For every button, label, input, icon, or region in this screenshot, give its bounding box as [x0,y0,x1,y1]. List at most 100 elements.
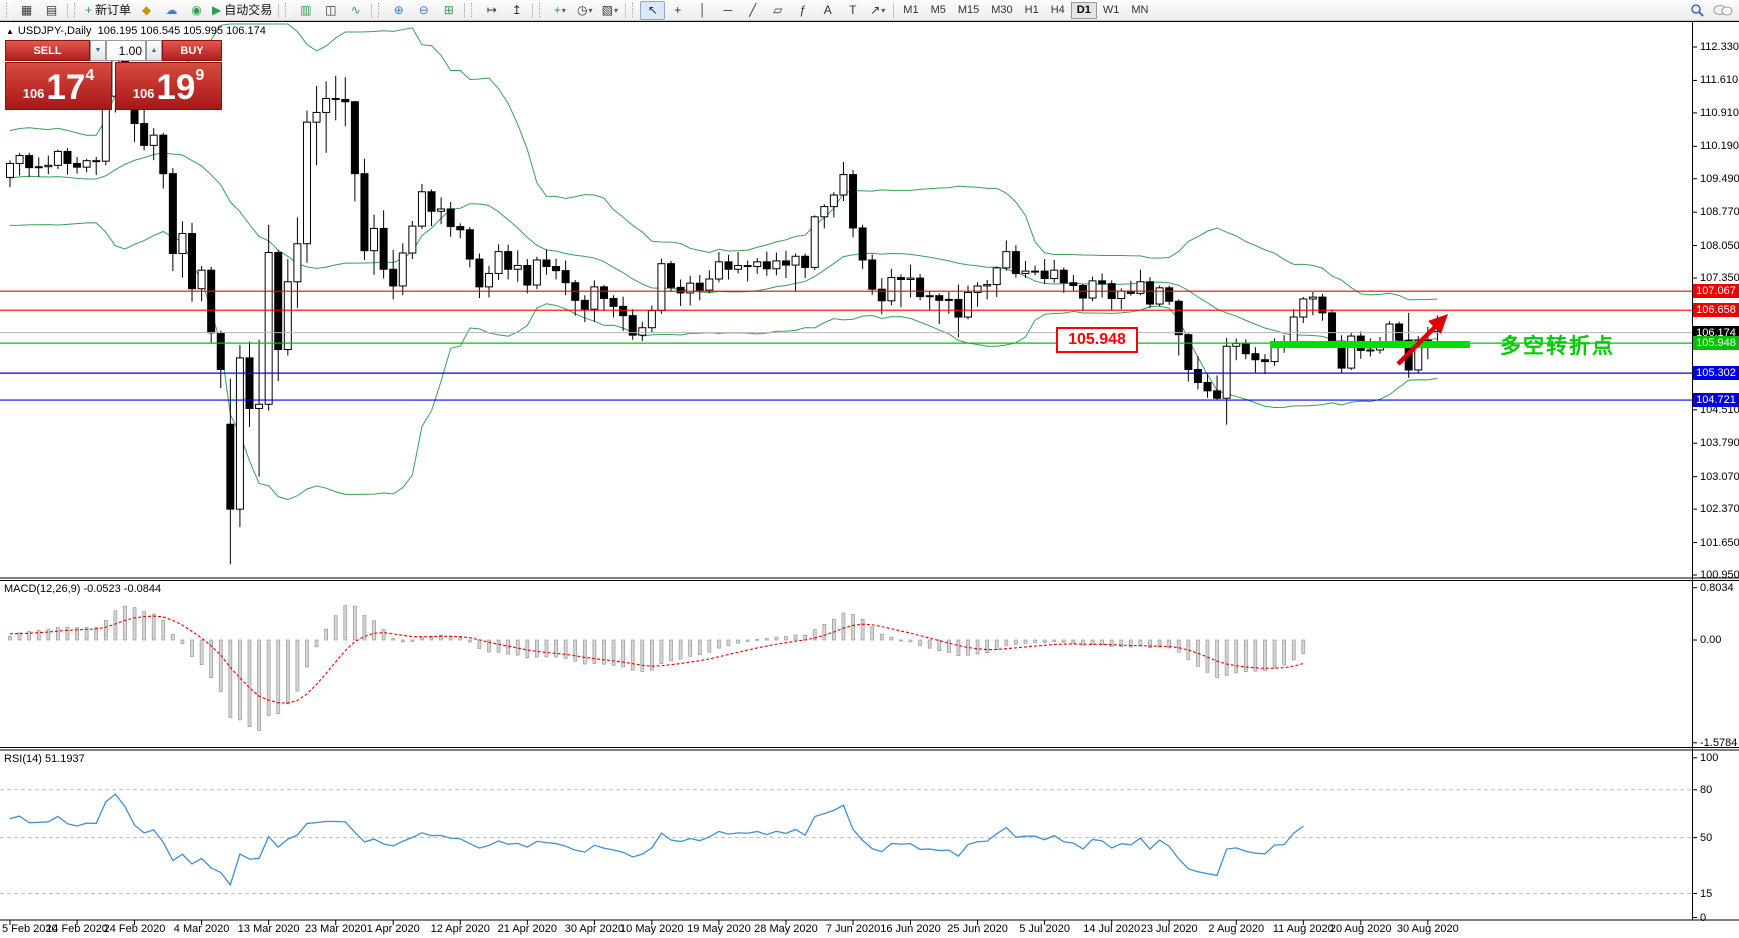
cursor-icon[interactable]: ↖ [640,0,666,20]
chart-window-icon[interactable]: ▦ [14,1,39,20]
volume-input[interactable]: 1.00 [106,40,146,61]
sell-price-box[interactable]: 106 17 4 [5,62,112,110]
date-tick-label: 11 Aug 2020 [1272,923,1334,935]
date-tick-label: 19 May 2020 [687,923,751,935]
text-label-icon[interactable]: T [840,1,865,20]
auto-scroll-icon[interactable]: ↦ [479,1,504,20]
periods-icon[interactable]: ◷ ▾ [572,1,597,20]
community-icon[interactable]: ☁ [159,1,184,20]
price-tick-label: 102.370 [1700,503,1739,516]
chart-bars-icon: ▥ [300,2,312,17]
price-tick-label: 103.790 [1700,437,1739,450]
text-label-icon: T [849,2,857,17]
chart-title: ▲ USDJPY-,Daily 106.195 106.545 105.995 1… [6,25,266,37]
timeframe-m1-button[interactable]: M1 [903,3,919,16]
indicators-add-dropdown-caret[interactable]: ▾ [561,5,566,15]
toolbar-separator [464,2,466,18]
chart-candles-icon: ◫ [325,2,337,17]
timeframe-mn-button[interactable]: MN [1131,3,1149,16]
date-tick-label: 23 Jul 2020 [1140,923,1198,935]
turning-point-label[interactable]: 多空转折点 [1500,335,1615,358]
date-tick-label: 10 May 2020 [620,923,684,935]
terminal-icon[interactable]: ◆ [134,1,159,20]
rsi-tick-label: 50 [1700,831,1713,844]
search-icon[interactable] [1690,3,1705,18]
sell-price-main: 17 [46,68,86,107]
vertical-line-icon[interactable]: │ [690,1,715,20]
new-order-button[interactable]: + 新订单 [82,1,134,20]
tile-windows-icon[interactable]: ⊞ [436,1,461,20]
indicators-add-icon: + [553,2,561,17]
price-callout-105948[interactable]: 105.948 [1056,327,1138,353]
autotrading-button[interactable]: ▶ 自动交易 [209,1,275,20]
date-tick-label: 4 Mar 2020 [173,923,230,935]
buy-price-box[interactable]: 106 19 9 [115,62,222,110]
timeframe-m30-button[interactable]: M30 [991,3,1013,16]
sell-button[interactable]: SELL [5,40,90,61]
rsi-indicator-label: RSI(14) 51.1937 [4,753,85,765]
toolbar-grip [6,3,11,17]
price-tick-label: 111.610 [1700,74,1739,87]
community-icon: ☁ [165,2,178,17]
templates-dropdown-caret[interactable]: ▾ [613,5,618,15]
arrows-dropdown-caret[interactable]: ▾ [881,5,886,15]
chart-line-icon: ∿ [350,2,361,17]
trade-panel-prices: 106 17 4 106 19 9 [5,62,222,110]
date-tick-label: 14 Feb 2020 [46,923,108,935]
date-tick-label: 1 Apr 2020 [366,923,420,935]
terminal-icon: ◆ [141,2,152,17]
buy-button[interactable]: BUY [162,40,222,61]
zoom-out-icon[interactable]: ⊖ [411,1,436,20]
crosshair-icon[interactable]: + [665,1,690,20]
sell-price-prefix: 106 [22,86,45,101]
chat-icon[interactable] [1713,3,1733,18]
equidistant-channel-icon[interactable]: ▱ [765,1,790,20]
chart-symbol-period: USDJPY-,Daily [17,25,92,37]
volume-decrease-button[interactable]: ▼ [90,40,106,61]
price-tick-label: 103.070 [1700,470,1739,483]
chart-shift-icon[interactable]: ↥ [504,1,529,20]
periods-dropdown-caret[interactable]: ▾ [588,5,593,15]
collapse-triangle-icon[interactable]: ▲ [6,27,14,36]
price-tick-label: 112.330 [1700,41,1739,53]
date-tick-label: 5 Feb 2020 [2,923,58,935]
price-level-box: 105.302 [1693,366,1739,381]
price-tick-label: 108.050 [1700,239,1739,252]
zoom-in-icon: ⊕ [393,2,404,17]
toolbar-grip [285,3,291,17]
date-tick-label: 13 Mar 2020 [237,923,300,935]
zoom-in-icon[interactable]: ⊕ [386,1,411,20]
toolbar-grip [632,3,638,17]
trade-panel-controls: SELL ▼ 1.00 ▲ BUY [5,40,222,61]
signals-icon[interactable]: ◉ [184,1,209,20]
date-tick-label: 20 Aug 2020 [1329,923,1392,935]
trendline-icon[interactable]: ╱ [740,1,765,20]
profiles-icon[interactable]: ▤ [39,1,64,20]
date-tick-label: 23 Mar 2020 [304,923,367,935]
macd-indicator-label: MACD(12,26,9) -0.0523 -0.0844 [4,583,162,595]
arrows-icon[interactable]: ↗ ▾ [865,1,890,20]
chart-line-icon[interactable]: ∿ [343,1,368,20]
chart-bars-icon[interactable]: ▥ [293,1,318,20]
timeframe-w1-button[interactable]: W1 [1102,3,1120,16]
sell-price-sup: 4 [85,67,95,84]
chart-candles-icon[interactable]: ◫ [318,1,343,20]
indicators-add-icon[interactable]: + ▾ [547,1,572,20]
tile-windows-icon: ⊞ [443,2,454,17]
horizontal-line-icon[interactable]: ─ [715,1,740,20]
timeframe-d1-button[interactable]: D1 [1070,1,1097,19]
text-icon[interactable]: A [815,1,840,20]
one-click-trading-panel: SELL ▼ 1.00 ▲ BUY 106 17 4 106 19 9 [5,40,222,110]
timeframe-h4-button[interactable]: H4 [1050,3,1065,16]
fibonacci-icon[interactable]: ƒ [790,1,815,20]
templates-icon[interactable]: ▧ ▾ [597,1,622,20]
timeframe-h1-button[interactable]: H1 [1024,3,1039,16]
volume-increase-button[interactable]: ▲ [146,40,162,61]
fibonacci-icon: ƒ [799,2,807,17]
new-order-label: 新订单 [95,2,132,17]
toolbar-separator [625,2,627,18]
timeframe-m15-button[interactable]: M15 [957,3,980,16]
price-tick-label: 107.350 [1700,272,1739,285]
timeframe-m5-button[interactable]: M5 [930,3,946,16]
